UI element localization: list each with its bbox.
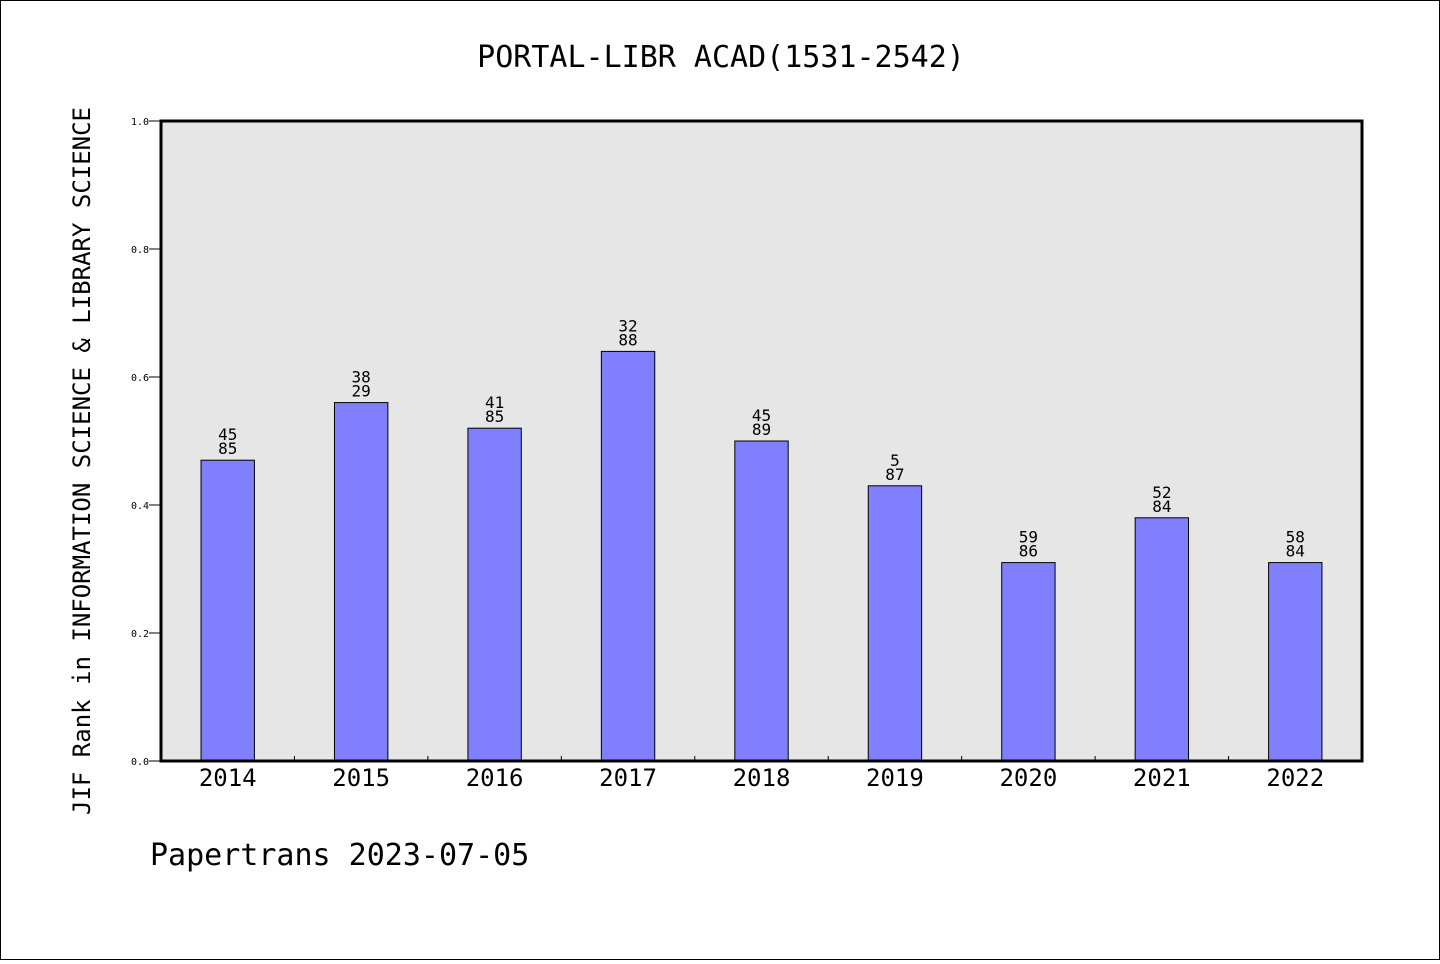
x-tick-label-2017: 2017	[599, 764, 657, 792]
bar-label-bottom: 29	[352, 382, 371, 401]
bar-label-bottom: 85	[485, 407, 504, 426]
bar-2015	[333, 402, 389, 762]
x-tick-label-2021: 2021	[1133, 764, 1191, 792]
plot-border	[159, 119, 1364, 763]
x-tick-label-2016: 2016	[466, 764, 524, 792]
bar-2019	[867, 485, 923, 762]
bar-label-top: 38	[352, 368, 371, 387]
bar-2017	[600, 350, 656, 762]
bar-label-bottom: 89	[752, 420, 771, 439]
y-axis-label: JIF Rank in INFORMATION SCIENCE & LIBRAR…	[68, 107, 96, 815]
bar-2020	[1001, 562, 1056, 762]
bar-label-top: 58	[1286, 528, 1305, 547]
y-axis: 0.0 0.2 0.4 0.6 0.8 1.0	[131, 117, 161, 768]
bar-2022	[1268, 562, 1323, 762]
bar-label-top: 45	[752, 406, 771, 425]
bar-2021	[1134, 517, 1190, 762]
bar-label-bottom: 85	[218, 439, 237, 458]
bar-label-top: 5	[890, 451, 900, 470]
bar-label-bottom: 87	[885, 465, 904, 484]
bar-2016	[467, 427, 522, 762]
bar-label-top: 32	[618, 316, 637, 335]
chart-title: PORTAL-LIBR ACAD(1531-2542)	[477, 40, 965, 75]
x-tick-label-2018: 2018	[733, 764, 791, 792]
bar-label-bottom: 88	[618, 330, 637, 349]
x-tick-label-2019: 2019	[866, 764, 924, 792]
y-tick-label: 0.4	[131, 501, 149, 512]
bar-label-bottom: 84	[1152, 497, 1171, 516]
bar-2014	[200, 459, 255, 762]
x-tick-label-2014: 2014	[199, 764, 257, 792]
bar-label-top: 45	[218, 425, 237, 444]
bar-label-top: 59	[1019, 528, 1038, 547]
bar-label-bottom: 86	[1019, 542, 1038, 561]
bar-label-top: 52	[1152, 483, 1171, 502]
footer-credit: Papertrans 2023-07-05	[150, 838, 529, 873]
y-tick-label: 0.6	[131, 373, 149, 384]
bar-label-bottom: 84	[1286, 542, 1305, 561]
x-axis: 2014 2015 2016 2017 2018 2019 2020 2021 2022	[199, 756, 1324, 792]
x-tick-label-2020: 2020	[999, 764, 1057, 792]
y-tick-label: 0.8	[131, 245, 149, 256]
y-tick-label: 1.0	[131, 117, 149, 128]
x-tick-label-2022: 2022	[1266, 764, 1324, 792]
x-tick-label-2015: 2015	[332, 764, 390, 792]
bar-2018	[734, 440, 789, 762]
bar-label-top: 41	[485, 393, 504, 412]
y-tick-label: 0.2	[131, 629, 149, 640]
y-tick-label: 0.0	[131, 757, 149, 768]
